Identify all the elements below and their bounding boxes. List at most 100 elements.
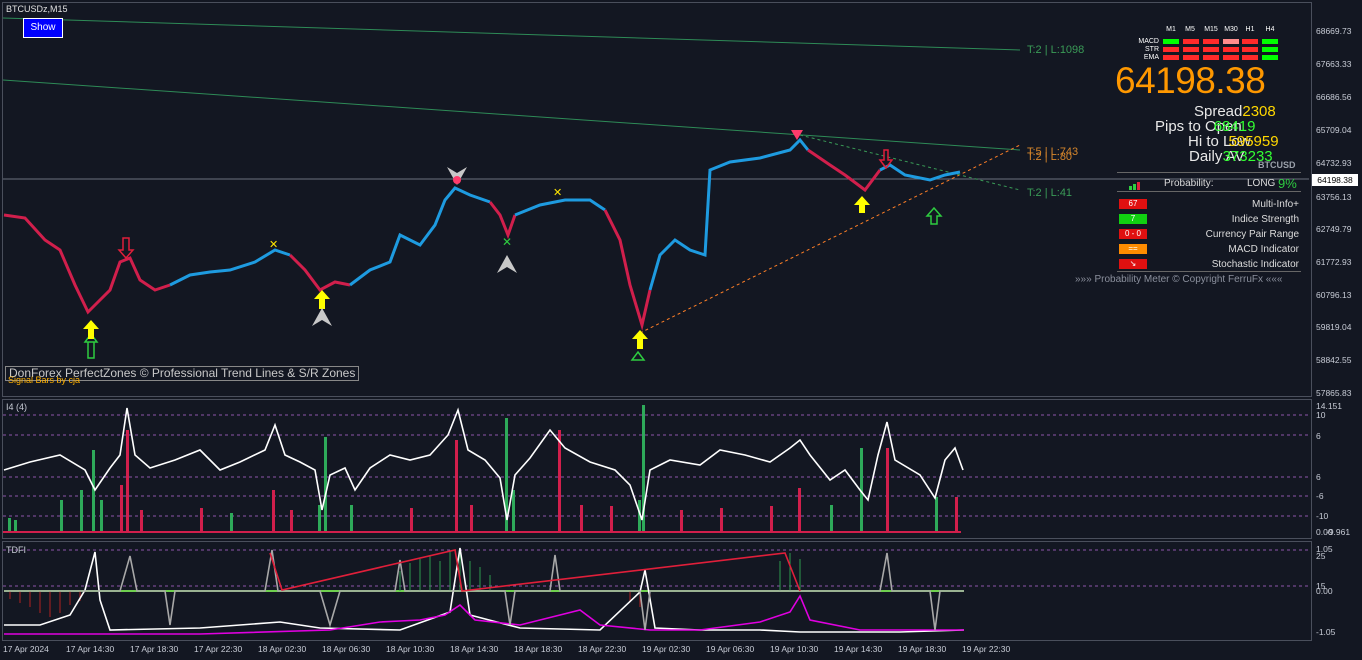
mtf-signal-cell bbox=[1223, 55, 1239, 60]
price-axis-tick: 58842.55 bbox=[1316, 355, 1352, 365]
i4-axis-tick: 10 bbox=[1316, 410, 1326, 420]
spread-label: Spread bbox=[1194, 103, 1243, 120]
price-series-red-2 bbox=[288, 253, 351, 292]
mtf-signal-cell bbox=[1183, 47, 1199, 52]
trendline-label: T:5 | L:743 bbox=[1027, 146, 1079, 158]
mtf-signal-cell bbox=[1262, 47, 1278, 52]
i4-histogram bbox=[3, 405, 961, 533]
probability-percent: 9% bbox=[1278, 176, 1297, 191]
i4-axis-tick: 0.00 bbox=[1316, 527, 1333, 537]
sell-arrow-icon bbox=[447, 167, 467, 185]
pm-value-box: 7 bbox=[1119, 214, 1147, 224]
price-series-blue-3 bbox=[514, 198, 606, 217]
pm-row-multi-info: 67 Multi-Info+ bbox=[1119, 199, 1301, 212]
price-series-blue-4 bbox=[648, 137, 810, 291]
time-axis-tick: 19 Apr 06:30 bbox=[706, 644, 755, 654]
tdfi-line-red bbox=[269, 549, 801, 592]
show-button[interactable]: Show bbox=[23, 18, 63, 38]
perfectzones-watermark: DonForex PerfectZones © Professional Tre… bbox=[5, 366, 360, 381]
pm-value-box: ↘ bbox=[1119, 259, 1147, 269]
price-series-red-3 bbox=[488, 201, 517, 240]
i4-level-lines bbox=[3, 414, 1309, 517]
cross-signal-icon: ✕ ✕ bbox=[269, 186, 562, 251]
tdfi-axis-tick: 15 bbox=[1316, 581, 1326, 591]
pm-row-label: Stochastic Indicator bbox=[1211, 259, 1299, 270]
pm-row-currency-pair-range: 0 - 0 Currency Pair Range bbox=[1119, 229, 1301, 242]
spread-row: Spread2308 bbox=[1194, 103, 1276, 120]
mtf-header: M15 bbox=[1204, 26, 1218, 33]
pm-row-stochastic: ↘ Stochastic Indicator bbox=[1119, 259, 1301, 272]
buy-arrow-icon bbox=[630, 330, 648, 361]
buy-arrow-icon bbox=[83, 320, 99, 359]
time-axis-tick: 19 Apr 02:30 bbox=[642, 644, 691, 654]
big-price-display: 64198.38 bbox=[1115, 60, 1266, 101]
pips-open-row: Pips to Open68419 bbox=[1155, 118, 1255, 135]
trendline-1098 bbox=[2, 17, 1021, 51]
main-chart-pane[interactable] bbox=[2, 2, 1312, 397]
pm-row-label: Currency Pair Range bbox=[1205, 229, 1299, 240]
price-series-red-5 bbox=[807, 148, 882, 193]
mtf-signal-cell bbox=[1262, 55, 1278, 60]
trendline-41 bbox=[799, 134, 1021, 191]
tdfi-histogram bbox=[9, 549, 801, 617]
mtf-signal-cell bbox=[1203, 55, 1219, 60]
time-axis-tick: 19 Apr 14:30 bbox=[834, 644, 883, 654]
mtf-signal-cell bbox=[1242, 39, 1258, 44]
trendline-label: T:2 | L:1098 bbox=[1027, 44, 1085, 56]
mtf-row-label: STR bbox=[1145, 46, 1159, 53]
pm-row-label: Multi-Info+ bbox=[1252, 199, 1299, 210]
sell-arrow-icon bbox=[117, 237, 135, 260]
mtf-row-label: EMA bbox=[1143, 54, 1159, 61]
mtf-signal-cell bbox=[1242, 47, 1258, 52]
tdfi-axis-tick: 25 bbox=[1316, 551, 1326, 561]
tdfi-level-lines bbox=[3, 549, 1309, 587]
buy-arrow-icon bbox=[312, 290, 332, 326]
svg-text:✕: ✕ bbox=[502, 235, 512, 249]
tdfi-label: TDFI bbox=[6, 545, 26, 555]
price-series-blue-2 bbox=[349, 186, 491, 287]
price-axis-tick: 62749.79 bbox=[1316, 224, 1352, 234]
probability-label: Probability: bbox=[1164, 178, 1214, 189]
time-axis-tick: 17 Apr 18:30 bbox=[130, 644, 179, 654]
i4-label: I4 (4) bbox=[6, 402, 28, 412]
i4-axis-tick: -10 bbox=[1316, 511, 1329, 521]
daily-av-value: 373233 bbox=[1222, 148, 1273, 165]
mtf-signal-cell bbox=[1203, 39, 1219, 44]
i4-axis-tick: -9.961 bbox=[1326, 527, 1351, 537]
mtf-signal-cell bbox=[1262, 39, 1278, 44]
tdfi-axis-tick: -1.05 bbox=[1316, 627, 1336, 637]
pips-open-label: Pips to Open bbox=[1155, 118, 1242, 135]
signal-strength-icon bbox=[1129, 177, 1143, 190]
time-axis-tick: 17 Apr 22:30 bbox=[194, 644, 243, 654]
time-axis-tick: 18 Apr 18:30 bbox=[514, 644, 563, 654]
mtf-row-label: MACD bbox=[1138, 38, 1159, 45]
i4-signal-line bbox=[3, 407, 964, 521]
mtf-header: H4 bbox=[1265, 26, 1275, 33]
spread-value: 2308 bbox=[1242, 103, 1276, 120]
time-axis-tick: 18 Apr 06:30 bbox=[322, 644, 371, 654]
trendline-743 bbox=[639, 144, 1021, 334]
svg-text:✕: ✕ bbox=[269, 238, 278, 251]
price-axis-tick: 57865.83 bbox=[1316, 388, 1352, 398]
buy-arrow-icon bbox=[854, 196, 943, 225]
signal-bars-watermark: Signal Bars by cja bbox=[8, 375, 81, 385]
price-axis-tick: 59819.04 bbox=[1316, 322, 1352, 332]
time-axis-tick: 17 Apr 2024 bbox=[3, 644, 49, 654]
pm-row-label: MACD Indicator bbox=[1228, 244, 1299, 255]
pm-copyright: »»» Probability Meter © Copyright FerruF… bbox=[1075, 274, 1283, 285]
tdfi-axis-tick: 0.00 bbox=[1316, 586, 1333, 596]
mtf-signal-cell bbox=[1183, 39, 1199, 44]
chart-title: BTCUSDz,M15 bbox=[6, 4, 68, 14]
trendline-80 bbox=[2, 79, 1021, 151]
price-series-red-4 bbox=[603, 209, 652, 331]
time-axis-tick: 17 Apr 14:30 bbox=[66, 644, 115, 654]
daily-av-row: Daily AV373233 bbox=[1189, 148, 1273, 165]
price-axis-tick: 67663.33 bbox=[1316, 59, 1352, 69]
pips-open-value: 68419 bbox=[1213, 118, 1256, 135]
price-series-blue-1 bbox=[169, 248, 291, 287]
price-axis-tick: 60796.13 bbox=[1316, 290, 1352, 300]
price-axis-tick: 68669.73 bbox=[1316, 26, 1352, 36]
mtf-header: M5 bbox=[1185, 26, 1195, 33]
time-axis-tick: 19 Apr 22:30 bbox=[962, 644, 1011, 654]
